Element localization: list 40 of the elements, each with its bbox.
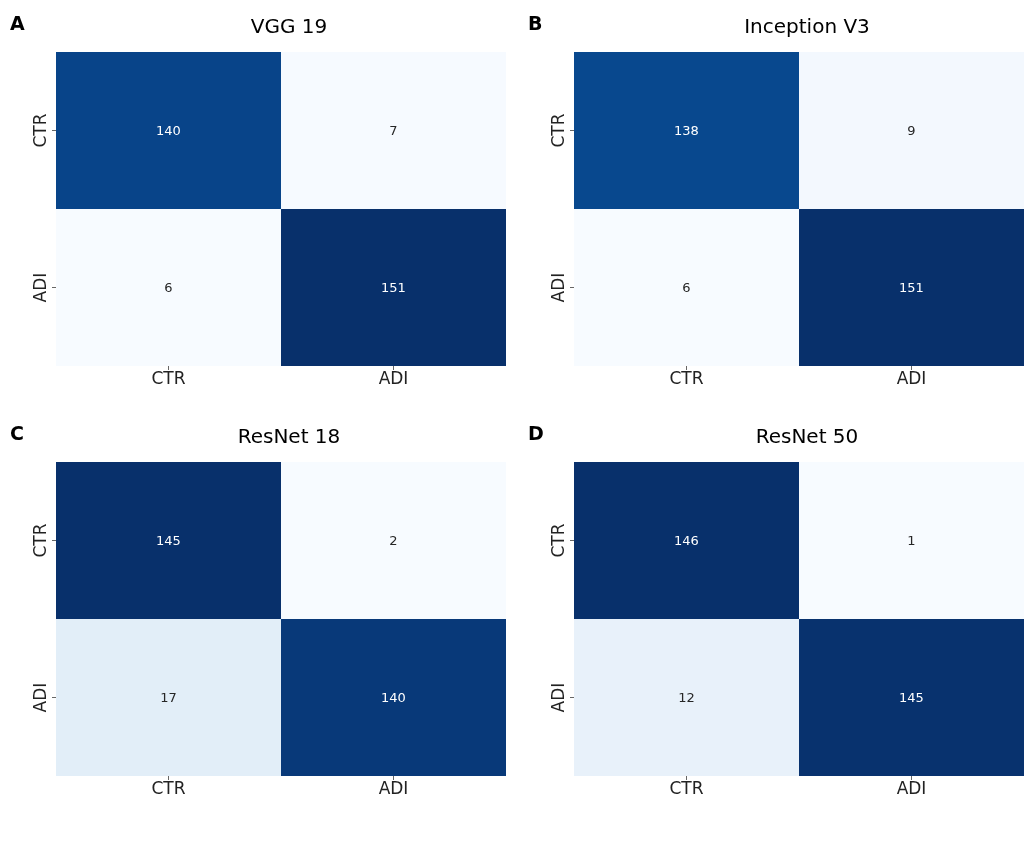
text: B (528, 12, 543, 34)
data-label: 6 (164, 280, 173, 295)
x-tick-label: ADI (896, 778, 927, 799)
y-tick-label: ADI (548, 272, 568, 303)
y-tick-label: ADI (548, 682, 568, 713)
data-label: 138 (674, 123, 699, 138)
data-label: 1 (907, 533, 916, 548)
data-label: 151 (899, 280, 924, 295)
data-label: 7 (389, 123, 398, 138)
x-tick-label: CTR (151, 368, 186, 389)
x-tick-label: CTR (669, 368, 704, 389)
data-label: 6 (682, 280, 691, 295)
chart-title: ResNet 50 (755, 424, 859, 448)
y-tick-label: ADI (30, 272, 50, 303)
data-label: 146 (674, 533, 699, 548)
y-tick-label: CTR (30, 523, 50, 558)
x-tick-label: CTR (151, 778, 186, 799)
data-label: 140 (156, 123, 181, 138)
data-label: 12 (678, 690, 695, 705)
y-tick-label: CTR (548, 523, 568, 558)
data-label: 145 (899, 690, 924, 705)
x-tick-label: CTR (669, 778, 704, 799)
data-label: 9 (907, 123, 916, 138)
chart-title: ResNet 18 (237, 424, 341, 448)
x-tick-label: ADI (378, 368, 409, 389)
data-label: 151 (381, 280, 406, 295)
y-tick-label: CTR (30, 113, 50, 148)
x-tick-label: ADI (378, 778, 409, 799)
text: D (528, 422, 544, 444)
text: A (10, 12, 25, 34)
data-label: 140 (381, 690, 406, 705)
text: C (10, 422, 24, 444)
data-label: 2 (389, 533, 398, 548)
y-tick-label: CTR (548, 113, 568, 148)
data-label: 17 (160, 690, 177, 705)
chart-title: Inception V3 (744, 14, 870, 38)
chart-title: VGG 19 (250, 14, 328, 38)
x-tick-label: ADI (896, 368, 927, 389)
y-tick-label: ADI (30, 682, 50, 713)
data-label: 145 (156, 533, 181, 548)
